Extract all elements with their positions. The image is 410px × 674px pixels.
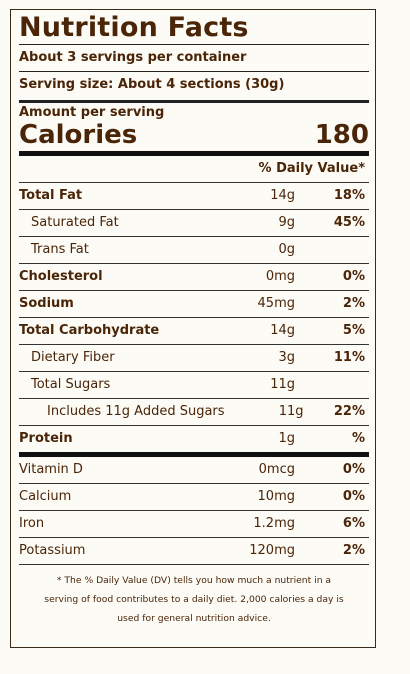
nutrient-amount: 1g: [278, 431, 295, 446]
nutrient-dv: [295, 372, 369, 398]
vitamin-name: Iron: [19, 516, 45, 531]
nutrient-dv: 11%: [333, 350, 365, 365]
nutrient-amount: 11g: [270, 377, 295, 392]
vitamin-row-calcium: Calcium 10mg 0%: [19, 483, 369, 510]
calories-divider: [19, 151, 369, 156]
vitamin-dv: 0%: [342, 489, 365, 504]
nutrition-facts-panel: Nutrition Facts About 3 servings per con…: [10, 9, 376, 648]
nutrient-name: Saturated Fat: [31, 215, 119, 230]
nutrient-row-total-fat: Total Fat 14g 18%: [19, 182, 369, 209]
vitamin-amount: 10mg: [257, 489, 295, 504]
nutrient-name: Protein: [19, 431, 73, 446]
vitamin-name: Vitamin D: [19, 462, 83, 477]
vitamin-dv: 2%: [342, 543, 365, 558]
vitamin-row-potassium: Potassium 120mg 2%: [19, 537, 369, 564]
footnote-line: serving of food contributes to a daily d…: [44, 594, 344, 605]
vitamin-row-iron: Iron 1.2mg 6%: [19, 510, 369, 537]
nutrient-dv: 45%: [333, 215, 365, 230]
nutrient-row-trans-fat: Trans Fat 0g: [19, 236, 369, 263]
nutrient-name: Trans Fat: [31, 242, 89, 257]
vitamin-name: Calcium: [19, 489, 72, 504]
nutrient-amount: 0mg: [265, 269, 295, 284]
calories-row: Calories 180: [19, 121, 369, 149]
vitamin-name: Potassium: [19, 543, 86, 558]
calories-label: Calories: [19, 120, 138, 150]
nutrition-facts-content: Nutrition Facts About 3 servings per con…: [19, 10, 369, 628]
vitamins-divider: [19, 452, 369, 457]
footnote-line: * The % Daily Value (DV) tells you how m…: [56, 575, 332, 586]
servings-per-container: About 3 servings per container: [19, 50, 247, 65]
nutrient-name: Total Fat: [19, 188, 83, 203]
vitamin-dv: 0%: [342, 462, 365, 477]
nutrient-dv: [295, 237, 369, 263]
nutrient-row-total-sugars: Total Sugars 11g: [19, 371, 369, 398]
serving-size-divider: [19, 100, 369, 103]
nutrient-name: Cholesterol: [19, 269, 103, 284]
vitamin-row-vitamin-d: Vitamin D 0mcg 0%: [19, 457, 369, 483]
nutrient-dv: %: [351, 431, 365, 446]
nutrient-row-saturated-fat: Saturated Fat 9g 45%: [19, 209, 369, 236]
nutrient-amount: 0g: [278, 242, 295, 257]
servings-divider: [19, 71, 369, 72]
nutrient-name: Sodium: [19, 296, 74, 311]
nutrient-name: Total Carbohydrate: [19, 323, 160, 338]
nutrient-dv: 18%: [333, 188, 365, 203]
vitamin-amount: 1.2mg: [253, 516, 295, 531]
nutrient-dv: 5%: [342, 323, 365, 338]
nutrient-amount: 3g: [278, 350, 295, 365]
nutrient-row-added-sugars: Includes 11g Added Sugars 11g 22%: [19, 398, 369, 425]
daily-value-header: % Daily Value*: [258, 161, 365, 176]
nutrient-amount: 11g: [278, 404, 304, 419]
panel-title: Nutrition Facts: [19, 12, 249, 43]
nutrient-dv: 2%: [342, 296, 365, 311]
calories-value: 180: [314, 120, 369, 150]
nutrient-amount: 9g: [278, 215, 295, 230]
nutrient-row-cholesterol: Cholesterol 0mg 0%: [19, 263, 369, 290]
vitamin-amount: 0mcg: [258, 462, 295, 477]
nutrient-row-dietary-fiber: Dietary Fiber 3g 11%: [19, 344, 369, 371]
nutrient-name: Dietary Fiber: [31, 350, 115, 365]
title-divider: [19, 44, 369, 45]
nutrient-amount: 14g: [270, 188, 295, 203]
nutrient-row-protein: Protein 1g %: [19, 425, 369, 452]
nutrient-name: Total Sugars: [31, 377, 111, 392]
nutrient-dv: 22%: [333, 404, 365, 419]
nutrient-amount: 45mg: [257, 296, 295, 311]
nutrient-name: Includes 11g Added Sugars: [47, 404, 225, 419]
daily-value-footnote: * The % Daily Value (DV) tells you how m…: [19, 564, 369, 628]
vitamin-dv: 6%: [342, 516, 365, 531]
nutrient-dv: 0%: [342, 269, 365, 284]
nutrient-row-sodium: Sodium 45mg 2%: [19, 290, 369, 317]
serving-size: Serving size: About 4 sections (30g): [19, 77, 285, 92]
vitamin-amount: 120mg: [249, 543, 295, 558]
nutrient-row-total-carbohydrate: Total Carbohydrate 14g 5%: [19, 317, 369, 344]
footnote-line: used for general nutrition advice.: [117, 613, 271, 624]
amount-per-serving: Amount per serving: [19, 105, 165, 120]
nutrient-amount: 14g: [270, 323, 295, 338]
